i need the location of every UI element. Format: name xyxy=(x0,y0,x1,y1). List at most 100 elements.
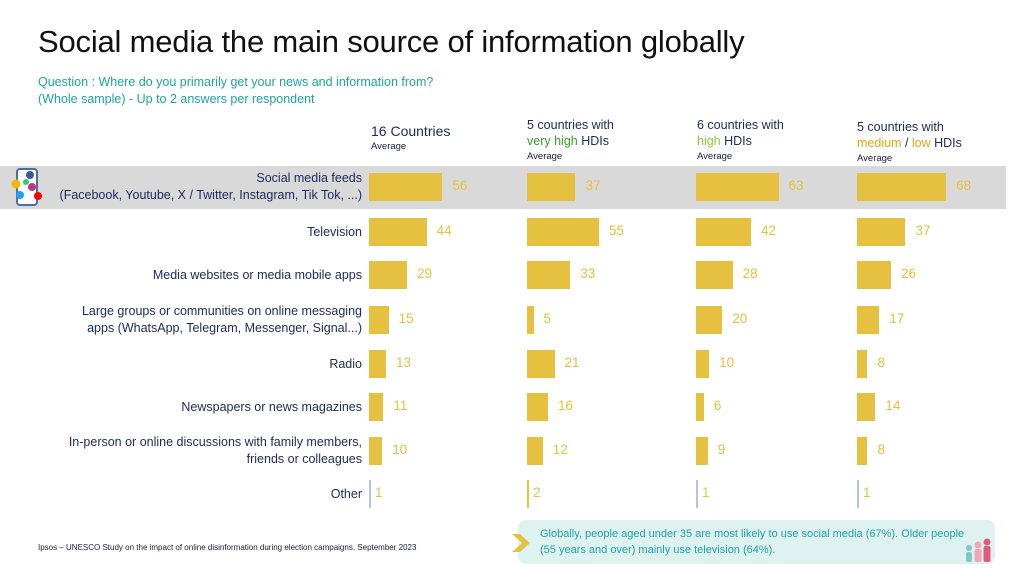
data-label: 20 xyxy=(732,311,748,326)
bar-mark xyxy=(696,480,698,508)
bar-mark xyxy=(527,393,548,421)
row-label-line-1: Social media feeds xyxy=(256,171,362,185)
bar-mark xyxy=(857,261,892,289)
bar-mark xyxy=(696,306,723,334)
hdi-level-label: medium xyxy=(857,136,902,150)
callout-text: Globally, people aged under 35 are most … xyxy=(540,526,964,558)
question-text: Question : Where do you primarily get yo… xyxy=(38,74,433,108)
column-header-title: 6 countries with xyxy=(697,118,784,132)
column-header-sub: Average xyxy=(371,141,407,152)
data-label: 29 xyxy=(416,266,433,281)
data-label: 26 xyxy=(901,266,917,281)
row-label: Media websites or media mobile apps xyxy=(153,267,362,284)
data-label: 17 xyxy=(889,311,905,326)
bar-mark xyxy=(369,173,443,201)
bar-mark xyxy=(369,480,371,508)
bar-mark xyxy=(527,480,529,508)
column-header-sub: Average xyxy=(697,151,733,162)
data-label: 9 xyxy=(717,442,726,457)
hdi-suffix: HDIs xyxy=(930,136,962,150)
highlight-band xyxy=(0,166,1006,209)
column-header-16-countries: 16 Countries Average xyxy=(371,123,450,155)
hdi-level-label: very high xyxy=(527,134,578,148)
data-label: 28 xyxy=(742,266,758,281)
data-label: 8 xyxy=(877,355,885,370)
callout-box xyxy=(518,520,995,564)
column-header-very-high-hdi: 5 countries with very high HDIs Average xyxy=(527,117,614,165)
social-apps-icon xyxy=(11,168,42,206)
bar-mark xyxy=(527,350,555,378)
data-label: 63 xyxy=(788,178,804,193)
row-label: Social media feeds (Facebook, Youtube, X … xyxy=(60,170,362,204)
row-label: Radio xyxy=(329,356,362,373)
data-label: 68 xyxy=(956,178,972,193)
question-line-1: Question : Where do you primarily get yo… xyxy=(38,75,434,89)
data-label: 8 xyxy=(877,442,885,457)
bar-mark xyxy=(369,306,389,334)
row-label: Large groups or communities on online me… xyxy=(82,303,362,337)
column-header-title: 5 countries with xyxy=(857,120,944,134)
bar-mark xyxy=(369,350,387,378)
row-label: In-person or online discussions with fam… xyxy=(69,434,362,468)
data-label: 11 xyxy=(393,398,408,413)
bar-mark xyxy=(857,173,947,201)
data-label: 33 xyxy=(580,266,596,281)
bar-mark xyxy=(857,350,868,378)
bar-mark xyxy=(369,261,407,289)
bar-mark xyxy=(369,437,383,465)
bar-mark xyxy=(369,218,427,246)
bar-mark xyxy=(369,393,384,421)
bar-mark xyxy=(696,218,752,246)
column-header-sub: Average xyxy=(857,153,893,164)
row-label-line-1: Newspapers or news magazines xyxy=(181,399,362,414)
hdi-level-label-2: low xyxy=(911,136,931,150)
data-label: 1 xyxy=(863,485,871,500)
question-line-2: (Whole sample) - Up to 2 answers per res… xyxy=(38,92,315,106)
row-label-line-1: Radio xyxy=(329,356,362,371)
data-label: 2 xyxy=(533,485,541,500)
column-header-high-hdi: 6 countries with high HDIs Average xyxy=(697,117,784,165)
data-label: 10 xyxy=(719,355,735,370)
column-header-medium-low-hdi: 5 countries with medium / low HDIs Avera… xyxy=(857,119,962,167)
data-label: 42 xyxy=(761,223,777,238)
row-label-line-2: friends or colleagues xyxy=(246,452,362,466)
data-label: 6 xyxy=(713,398,722,413)
footnote: Ipsos – UNESCO Study on the impact of on… xyxy=(38,543,417,552)
data-label: 44 xyxy=(436,223,452,238)
data-label: 1 xyxy=(702,485,710,500)
data-label: 21 xyxy=(564,355,580,370)
row-label-line-1: Other xyxy=(330,486,362,501)
data-label: 5 xyxy=(543,311,552,326)
bar-mark xyxy=(527,437,543,465)
bar-mark xyxy=(527,306,534,334)
bar-mark xyxy=(857,437,868,465)
chevron-right-icon xyxy=(512,534,530,552)
hdi-sep: / xyxy=(901,136,912,150)
callout-line-2: (55 years and over) mainly use televisio… xyxy=(540,544,776,556)
bar-mark xyxy=(696,393,704,421)
column-header-title: 5 countries with xyxy=(527,118,614,132)
bar-mark xyxy=(527,218,600,246)
callout-line-1: Globally, people aged under 35 are most … xyxy=(540,528,965,540)
data-label: 16 xyxy=(557,398,573,413)
data-label: 12 xyxy=(552,442,568,457)
bar-mark xyxy=(696,350,710,378)
data-label: 56 xyxy=(452,178,468,193)
people-icon xyxy=(966,538,991,562)
column-header-title: 16 Countries xyxy=(371,123,451,139)
row-label: Other xyxy=(331,486,362,503)
bar-mark xyxy=(696,261,733,289)
page-title: Social media the main source of informat… xyxy=(38,24,745,59)
row-label-line-1: Media websites or media mobile apps xyxy=(152,267,362,282)
row-label-line-1: Television xyxy=(307,224,362,239)
bar-mark xyxy=(857,393,876,421)
data-label: 10 xyxy=(392,442,408,457)
bar-mark xyxy=(527,173,576,201)
data-label: 37 xyxy=(915,223,931,238)
data-label: 14 xyxy=(885,398,901,413)
row-label: Television xyxy=(307,224,362,241)
data-label: 15 xyxy=(398,311,414,326)
row-label-line-1: Large groups or communities on online me… xyxy=(81,304,362,318)
column-header-sub: Average xyxy=(527,151,563,162)
bar-mark xyxy=(696,437,708,465)
